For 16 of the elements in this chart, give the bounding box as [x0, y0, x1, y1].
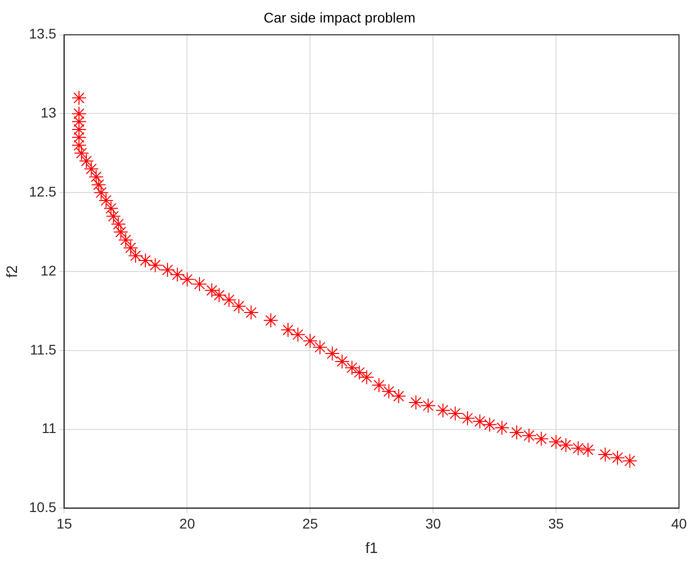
x-tick-label: 30 [425, 515, 442, 532]
x-tick-label: 20 [179, 515, 196, 532]
y-tick-label: 11 [42, 420, 56, 436]
y-tick-label: 12.5 [29, 183, 56, 200]
x-tick-label: 40 [671, 515, 687, 532]
x-axis-title: f1 [365, 540, 378, 558]
chart-title: Car side impact problem [264, 9, 416, 26]
x-tick-label: 15 [56, 515, 72, 532]
x-tick-label: 35 [548, 515, 564, 532]
y-tick-label: 10.5 [29, 499, 56, 516]
x-tick-label: 25 [302, 515, 318, 532]
y-tick-label: 11.5 [30, 341, 56, 358]
y-tick-label: 13.5 [29, 26, 56, 42]
y-axis-title: f2 [4, 265, 22, 278]
y-tick-label: 12 [40, 262, 56, 278]
y-tick-label: 13 [40, 104, 56, 121]
